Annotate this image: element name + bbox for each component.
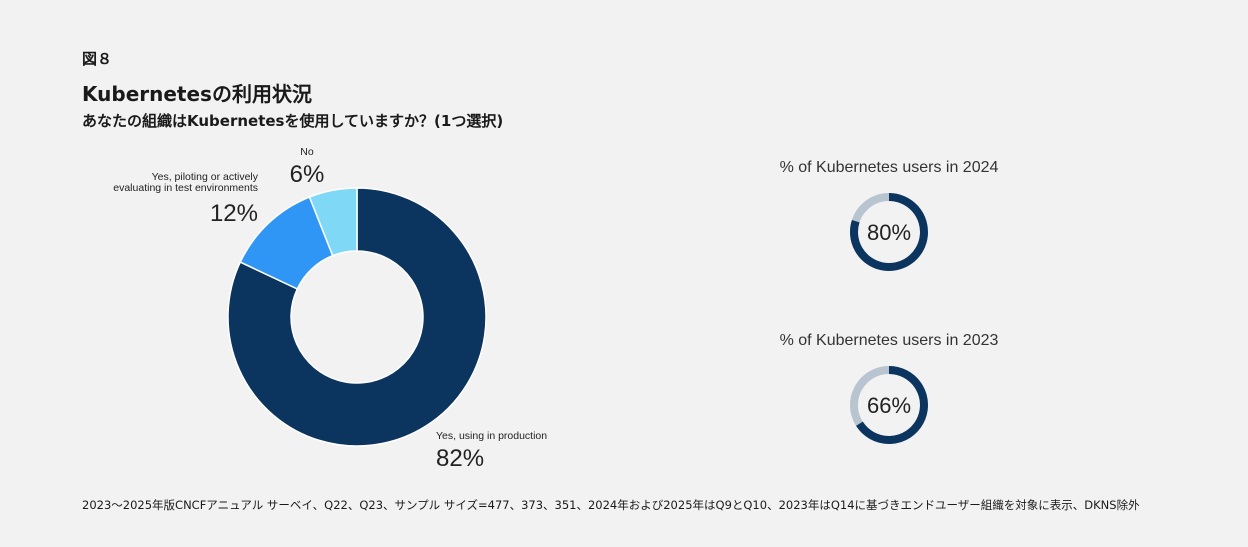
gauge-fill: [856, 366, 928, 444]
chart-title: Kubernetesの利用状況: [82, 82, 312, 106]
slice-label: No: [300, 146, 314, 158]
slice-value-label: 82%: [436, 445, 484, 472]
slice-label: Yes, using in production: [436, 430, 547, 442]
slice-label: evaluating in test environments: [113, 182, 258, 194]
slice-value-label: 6%: [290, 161, 325, 188]
slice-label: Yes, piloting or actively: [152, 171, 259, 183]
footnote: 2023〜2025年版CNCFアニュアル サーベイ、Q22、Q23、サンプル サ…: [82, 498, 1140, 512]
figure-label: 図８: [82, 50, 113, 68]
gauge-title: % of Kubernetes users in 2023: [780, 332, 999, 349]
gauge-value-label: 66%: [867, 393, 911, 418]
slice-value-label: 12%: [210, 200, 258, 227]
gauge-fill: [850, 193, 928, 271]
gauge-title: % of Kubernetes users in 2024: [780, 159, 999, 176]
donut-slice: [308, 187, 358, 257]
donut-slice: [227, 187, 487, 447]
gauge-value-label: 80%: [867, 220, 911, 245]
chart-subtitle: あなたの組織はKubernetesを使用していますか？(1つ選択): [82, 112, 504, 130]
